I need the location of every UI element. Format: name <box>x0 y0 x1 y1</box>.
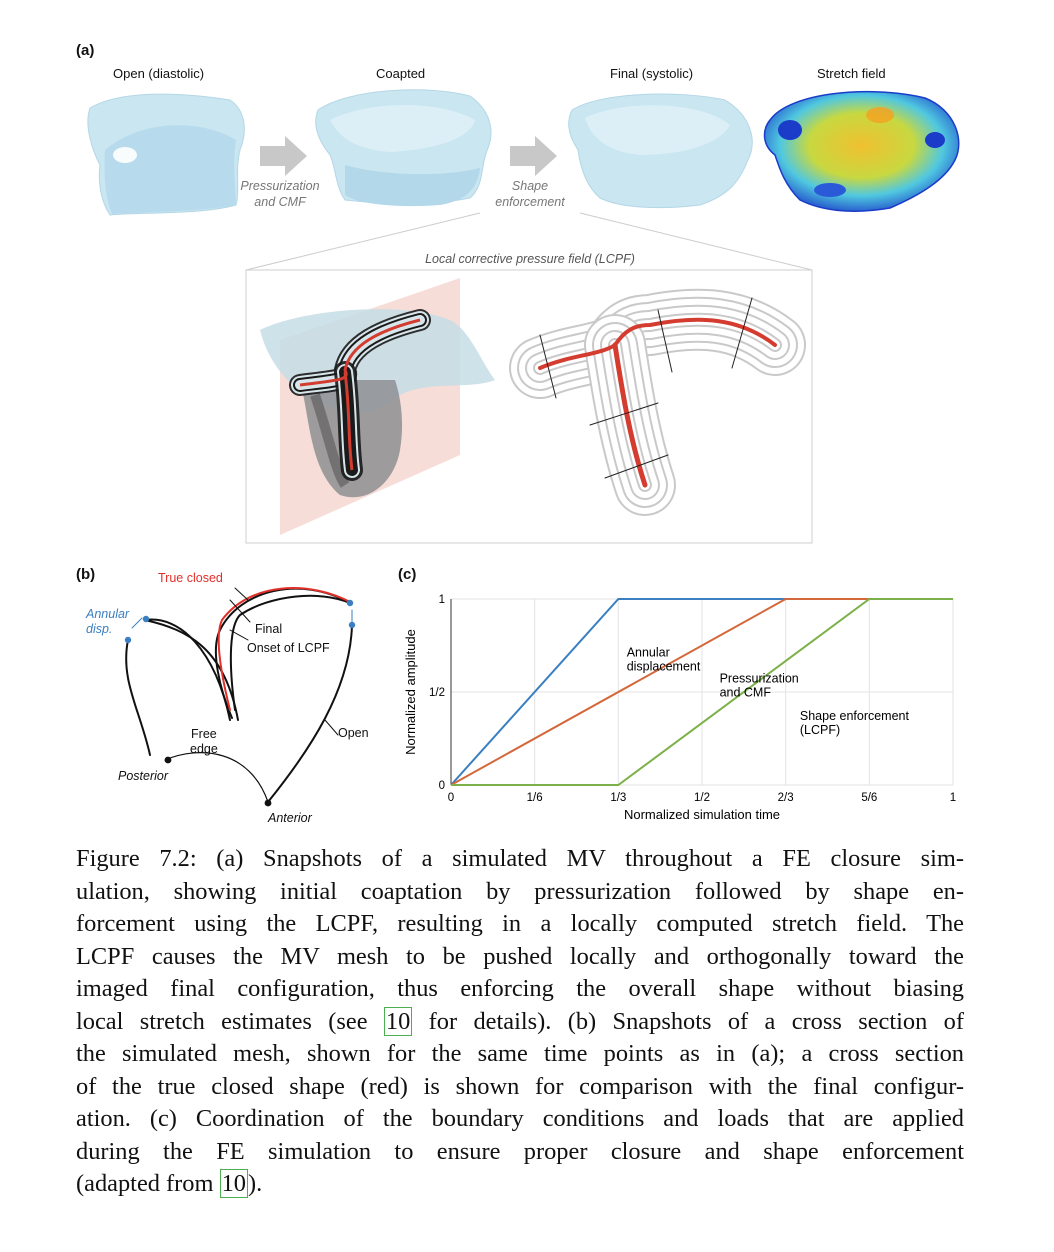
arrow2-label: Shape enforcement <box>480 178 580 210</box>
caption-text: (adapted from <box>76 1170 220 1197</box>
arrow2-label-line2: enforcement <box>495 195 565 209</box>
series-annotation: displacement <box>627 660 701 674</box>
free-edge-line2: edge <box>190 742 218 756</box>
arrow1-label-line1: Pressurization <box>240 179 320 193</box>
annular-point-posterior-open <box>124 636 132 644</box>
final-leader <box>229 599 251 623</box>
series-annotation: Pressurization <box>720 672 799 686</box>
annular-point-posterior-final <box>142 615 150 623</box>
panel-c-chart: 0 1/6 1/3 1/2 2/3 5/6 1 0 1/2 1 Annulardisplaceme… <box>403 594 956 822</box>
caption-line: the simulated mesh, shown for the same t… <box>76 1040 964 1067</box>
stage-title-coapted: Coapted <box>376 66 426 81</box>
anterior-point <box>264 799 272 807</box>
chart-series <box>450 598 953 786</box>
caption-line-ref: local stretch estimates (see 10 for deta… <box>76 1006 964 1039</box>
caption-line: imaged final configuration, thus enforci… <box>76 975 964 1002</box>
valve-coapted-image <box>315 89 492 207</box>
panel-c-label: (c) <box>398 566 417 583</box>
panel-a-figure <box>87 89 960 544</box>
open-posterior-curve <box>125 639 151 756</box>
series-line-2 <box>451 598 953 786</box>
chart-grid <box>450 598 954 786</box>
free-edge-label: Free edge <box>190 727 218 757</box>
panel-a-label: (a) <box>76 42 95 59</box>
annular-disp-label: Annular disp. <box>86 607 129 637</box>
caption-line: ulation, showing initial coaptation by p… <box>76 877 964 905</box>
caption-line-last: (adapted from 10). <box>76 1168 964 1201</box>
x-tick-label: 5/6 <box>861 792 877 804</box>
y-axis-label: Normalized amplitude <box>403 629 418 755</box>
true-closed-label: True closed <box>158 571 223 585</box>
arrow1-label-line2: and CMF <box>254 195 306 209</box>
final-posterior-curve <box>144 619 239 721</box>
y-tick-label: 1 <box>439 594 445 606</box>
x-axis-label: Normalized simulation time <box>624 807 780 822</box>
stage-arrow-1 <box>260 136 307 176</box>
caption-line: ation. (c) Coordination of the boundary … <box>76 1105 964 1132</box>
y-tick-label: 0 <box>439 780 445 792</box>
y-tick-label: 1/2 <box>429 687 445 699</box>
caption-line: of the true closed shape (red) is shown … <box>76 1072 964 1100</box>
x-tick-label: 1/2 <box>694 792 710 804</box>
citation-link[interactable]: 10 <box>383 1006 413 1036</box>
x-tick-label: 1/6 <box>527 792 543 804</box>
x-tick-label: 1 <box>950 792 956 804</box>
annular-disp-line2: disp. <box>86 622 113 636</box>
lcpf-contour-illustration <box>509 288 806 516</box>
x-tick-label: 2/3 <box>778 792 794 804</box>
lcpf-title: Local corrective pressure field (LCPF) <box>425 252 635 266</box>
annular-point-anterior-open <box>348 621 356 629</box>
arrow1-label: Pressurization and CMF <box>230 178 330 210</box>
caption-text: local stretch estimates (see <box>76 1007 384 1035</box>
caption-text: ). <box>247 1170 263 1197</box>
arrow2-label-line1: Shape <box>511 179 549 193</box>
citation-link[interactable]: 10 <box>219 1169 248 1198</box>
panel-b-label: (b) <box>76 566 96 583</box>
lcpf-valve-illustration <box>260 278 495 535</box>
stage-title-open: Open (diastolic) <box>113 66 205 81</box>
anterior-label: Anterior <box>268 811 312 825</box>
series-annotation: (LCPF) <box>800 723 840 737</box>
posterior-point <box>164 756 172 764</box>
zoom-line-right <box>579 212 813 271</box>
stage-title-stretch: Stretch field <box>817 66 886 81</box>
posterior-label: Posterior <box>118 769 169 783</box>
figure-caption: Figure 7.2: (a) Snapshots of a simulated… <box>76 843 964 1201</box>
valve-open-image <box>87 93 245 216</box>
annular-point-anterior-final <box>346 599 354 607</box>
free-edge-arrow <box>164 752 269 803</box>
stage-arrow-2 <box>510 136 557 176</box>
caption-text: for details). (b) Snapshots of a cross s… <box>412 1007 964 1035</box>
onset-leader <box>229 629 249 641</box>
true-closed-leader <box>234 587 249 601</box>
free-edge-line1: Free <box>191 727 217 741</box>
series-annotation: Shape enforcement <box>800 709 910 723</box>
true-closed-curve <box>217 587 353 711</box>
valve-final-image <box>568 93 753 209</box>
open-leader <box>324 719 339 736</box>
caption-line: during the FE simulation to ensure prope… <box>76 1137 964 1165</box>
x-tick-label: 1/3 <box>610 792 626 804</box>
x-tick-label: 0 <box>448 792 454 804</box>
series-annotation: and CMF <box>720 686 772 700</box>
stage-title-final: Final (systolic) <box>610 66 694 81</box>
annular-leader <box>131 617 143 629</box>
caption-line: LCPF causes the MV mesh to be pushed loc… <box>76 942 964 970</box>
final-label: Final <box>255 622 283 636</box>
panel-b-figure <box>124 587 356 807</box>
onset-label: Onset of LCPF <box>247 641 330 655</box>
onset-anterior-curve <box>229 594 351 711</box>
caption-line: Figure 7.2: (a) Snapshots of a simulated… <box>76 845 964 872</box>
series-annotation: Annular <box>627 646 670 660</box>
chart-ticks: 0 1/6 1/3 1/2 2/3 5/6 1 0 1/2 1 <box>429 594 956 804</box>
zoom-line-left <box>245 212 481 271</box>
open-anterior-curve <box>267 624 353 803</box>
annular-disp-line1: Annular <box>86 607 130 621</box>
open-label: Open <box>338 726 369 740</box>
caption-line: forcement using the LCPF, resulting in a… <box>76 910 964 937</box>
stretch-field-image <box>763 91 960 212</box>
